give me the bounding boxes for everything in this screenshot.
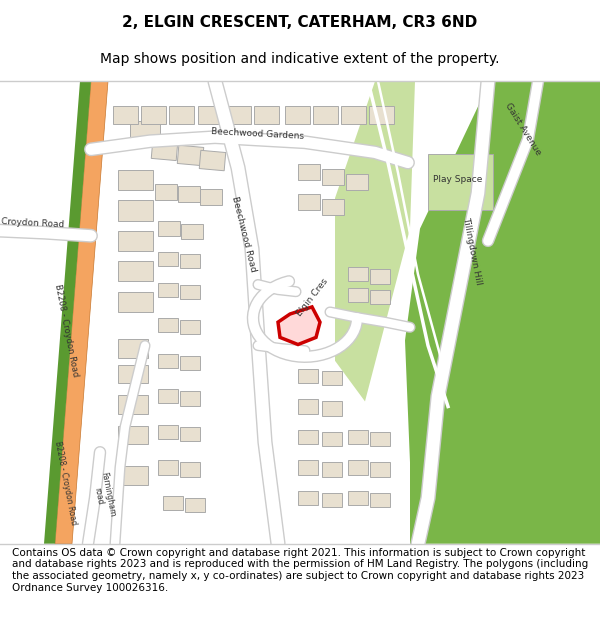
- Bar: [285, 106, 310, 124]
- Bar: [348, 288, 368, 302]
- Bar: [341, 106, 366, 124]
- Bar: [158, 425, 178, 439]
- Bar: [158, 461, 178, 474]
- Bar: [180, 391, 200, 406]
- Bar: [113, 106, 138, 124]
- Bar: [370, 462, 390, 477]
- Bar: [180, 462, 200, 477]
- Bar: [118, 292, 153, 312]
- Text: Beechwood Road: Beechwood Road: [230, 195, 258, 272]
- Bar: [322, 199, 344, 216]
- Bar: [163, 496, 183, 510]
- Text: Beechwood Gardens: Beechwood Gardens: [211, 127, 305, 141]
- Bar: [348, 491, 368, 505]
- Bar: [348, 268, 368, 281]
- Bar: [169, 106, 194, 124]
- Bar: [322, 371, 342, 385]
- Bar: [185, 498, 205, 512]
- Bar: [180, 254, 200, 268]
- Bar: [370, 269, 390, 284]
- Text: Gaist Avenue: Gaist Avenue: [503, 101, 543, 157]
- Bar: [118, 396, 148, 414]
- Text: Farningham
road: Farningham road: [89, 471, 117, 519]
- Bar: [313, 106, 338, 124]
- Bar: [298, 461, 318, 474]
- Text: Elgin Cres: Elgin Cres: [295, 277, 329, 318]
- Text: B2208 - Croydon Road: B2208 - Croydon Road: [53, 440, 79, 526]
- Bar: [180, 427, 200, 441]
- Bar: [180, 320, 200, 334]
- Bar: [348, 461, 368, 474]
- Bar: [370, 289, 390, 304]
- Text: Play Space: Play Space: [433, 176, 482, 184]
- Polygon shape: [44, 81, 91, 544]
- Text: Croydon Road: Croydon Road: [1, 217, 65, 230]
- Bar: [322, 401, 342, 416]
- Bar: [370, 493, 390, 507]
- Bar: [118, 261, 153, 281]
- Bar: [158, 252, 178, 266]
- Bar: [348, 430, 368, 444]
- Bar: [118, 466, 148, 485]
- Bar: [155, 184, 177, 200]
- Bar: [141, 106, 166, 124]
- Bar: [322, 169, 344, 185]
- Bar: [226, 106, 251, 124]
- Bar: [298, 369, 318, 383]
- Bar: [370, 432, 390, 446]
- Bar: [158, 221, 180, 236]
- Bar: [298, 399, 318, 414]
- Bar: [178, 186, 200, 202]
- Text: Tillingdown Hill: Tillingdown Hill: [461, 216, 483, 286]
- Bar: [180, 284, 200, 299]
- Bar: [180, 356, 200, 370]
- Bar: [158, 354, 178, 368]
- Bar: [199, 151, 226, 171]
- Bar: [298, 430, 318, 444]
- Bar: [118, 200, 153, 221]
- Bar: [254, 106, 279, 124]
- Bar: [177, 145, 204, 166]
- Text: B2208 - Croydon Road: B2208 - Croydon Road: [53, 283, 79, 378]
- Bar: [322, 493, 342, 507]
- Bar: [181, 224, 203, 239]
- Bar: [322, 432, 342, 446]
- Bar: [118, 339, 148, 357]
- Bar: [298, 491, 318, 505]
- Polygon shape: [55, 81, 108, 544]
- Polygon shape: [405, 81, 600, 544]
- Bar: [151, 140, 178, 161]
- Bar: [298, 194, 320, 211]
- Bar: [298, 164, 320, 180]
- Text: Map shows position and indicative extent of the property.: Map shows position and indicative extent…: [100, 51, 500, 66]
- Bar: [200, 189, 222, 205]
- Bar: [428, 154, 493, 211]
- Bar: [198, 106, 223, 124]
- Bar: [369, 106, 394, 124]
- Polygon shape: [335, 81, 415, 401]
- Bar: [118, 169, 153, 190]
- Text: Contains OS data © Crown copyright and database right 2021. This information is : Contains OS data © Crown copyright and d…: [12, 548, 588, 592]
- Text: 2, ELGIN CRESCENT, CATERHAM, CR3 6ND: 2, ELGIN CRESCENT, CATERHAM, CR3 6ND: [122, 15, 478, 30]
- Bar: [130, 121, 160, 139]
- Bar: [158, 318, 178, 332]
- Bar: [118, 365, 148, 383]
- Bar: [158, 282, 178, 297]
- Polygon shape: [278, 307, 320, 344]
- Bar: [158, 389, 178, 404]
- Bar: [346, 174, 368, 190]
- Bar: [322, 462, 342, 477]
- Bar: [118, 231, 153, 251]
- Bar: [118, 426, 148, 444]
